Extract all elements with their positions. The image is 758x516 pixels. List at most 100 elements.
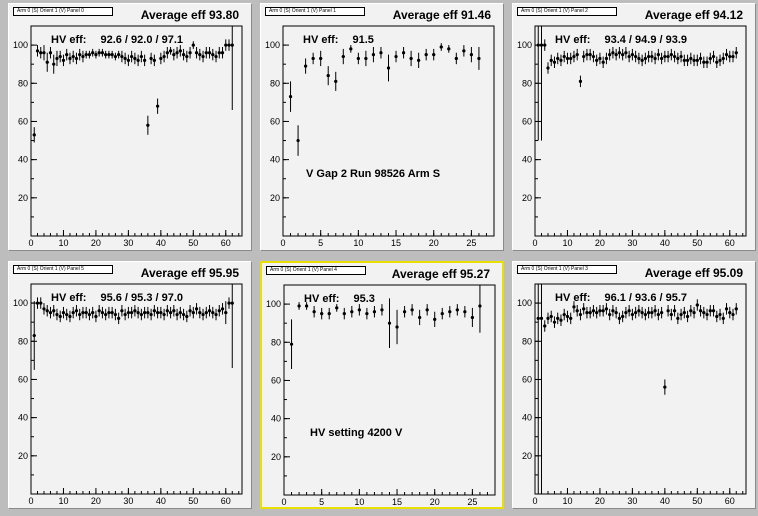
x-tick-label: 0 [28,496,33,506]
x-tick-label: 0 [280,238,285,248]
data-point [220,51,225,55]
data-point [718,58,722,62]
data-point [74,56,79,61]
x-tick-label: 20 [430,497,440,507]
data-point [705,60,709,64]
data-point [45,309,49,313]
data-point [682,58,686,62]
data-point [201,54,205,59]
data-point [695,58,699,62]
data-point [289,342,294,346]
data-point [35,301,40,305]
data-point [188,309,192,313]
data-point [578,312,583,317]
data-point [48,311,53,315]
data-point [185,314,189,319]
stat-box[interactable]: Arm 0 (S) Orient 1 (V) Panel 5 [13,265,113,274]
data-point [198,311,202,315]
data-point [61,58,66,62]
data-point [731,54,735,59]
y-tick-label: 20 [271,452,281,462]
data-point [211,53,215,57]
data-point [653,56,657,61]
data-point [152,58,156,62]
data-point [172,309,176,313]
data-point [417,58,421,62]
data-point [48,51,53,55]
data-point [149,312,153,317]
data-point [698,309,703,313]
data-point [569,316,573,320]
y-tick-label: 80 [18,78,28,88]
y-tick-label: 100 [517,40,532,50]
plot-pad-panel-0[interactable]: 20 40 60 80 100 0 10 20 30 40 50 60 Arm 0 (S) Orien… [8,3,252,251]
stat-box[interactable]: Arm 0 (S) Orient 1 (V) Panel 1 [265,7,365,16]
stat-box[interactable]: Arm 0 (S) Orient 1 (V) Panel 4 [266,266,366,275]
data-point [685,58,690,62]
data-point [94,314,98,319]
data-point [556,56,560,61]
plot-pad-panel-1[interactable]: 20 40 60 80 100 0 5 10 15 20 25 Arm 0 (S) Orient 1… [260,3,504,251]
data-point [143,311,147,315]
pad-title: Average eff 93.80 [140,8,239,22]
stat-box[interactable]: Arm 0 (S) Orient 1 (V) Panel 2 [517,7,617,16]
data-point [617,316,621,320]
data-point [470,315,474,320]
stat-box[interactable]: Arm 0 (S) Orient 1 (V) Panel 3 [517,265,617,274]
hv-eff-line: HV eff: 96.1 / 93.6 / 95.7 [555,292,687,304]
data-point [162,312,166,317]
data-point [660,56,664,61]
x-tick-label: 0 [532,496,537,506]
plot-pad-panel-4[interactable]: 20 40 60 80 100 0 5 10 15 20 25 Arm 0 (S) Orient 1… [260,261,504,509]
data-point [604,307,609,311]
data-point [198,53,202,57]
data-point [591,309,596,313]
y-tick-label: 20 [18,451,28,461]
data-point [724,53,729,57]
data-point [647,54,651,59]
data-point [149,56,153,61]
data-point [627,54,631,59]
x-tick-label: 20 [91,496,101,506]
y-tick-label: 20 [522,193,532,203]
data-point [621,53,625,57]
data-point [304,64,308,68]
data-point [546,66,550,70]
data-point [591,54,596,59]
data-point [71,311,75,315]
plot-pad-panel-3[interactable]: 20 40 60 80 100 0 10 20 30 40 50 60 Arm 0 (S) Orien… [512,261,756,509]
data-point [425,308,429,312]
data-point [575,53,579,57]
data-point [386,66,391,70]
hv-eff-value: 95.6 / 95.3 / 97.0 [100,292,184,304]
data-point [711,54,716,59]
plot-pad-panel-5[interactable]: 20 40 60 80 100 0 10 20 30 40 50 60 Arm 0 (S) Orien… [8,261,252,509]
data-point [394,54,398,59]
plot-pad-panel-2[interactable]: 20 40 60 80 100 0 10 20 30 40 50 60 Arm 0 (S) Orien… [512,3,756,251]
data-point [611,51,615,55]
data-point [653,309,657,313]
data-point [601,309,605,313]
data-point [543,43,547,47]
hv-eff-label: HV eff: [555,292,591,304]
plot-frame [534,25,747,237]
data-point [718,312,722,317]
data-point [207,51,212,55]
stat-box[interactable]: Arm 0 (S) Orient 1 (V) Panel 0 [13,7,113,16]
data-point [100,51,105,55]
data-point [734,51,738,55]
data-point [123,56,127,61]
data-point [334,79,338,83]
data-point [372,310,377,314]
data-point [433,317,437,321]
y-tick-label: 40 [270,155,280,165]
x-tick-label: 5 [318,238,323,248]
hv-eff-label: HV eff: [303,34,339,46]
data-point [214,54,218,59]
y-tick-label: 100 [266,299,281,309]
y-tick-label: 100 [265,40,280,50]
data-point [711,309,716,313]
data-point [588,311,592,315]
data-point [120,54,124,59]
